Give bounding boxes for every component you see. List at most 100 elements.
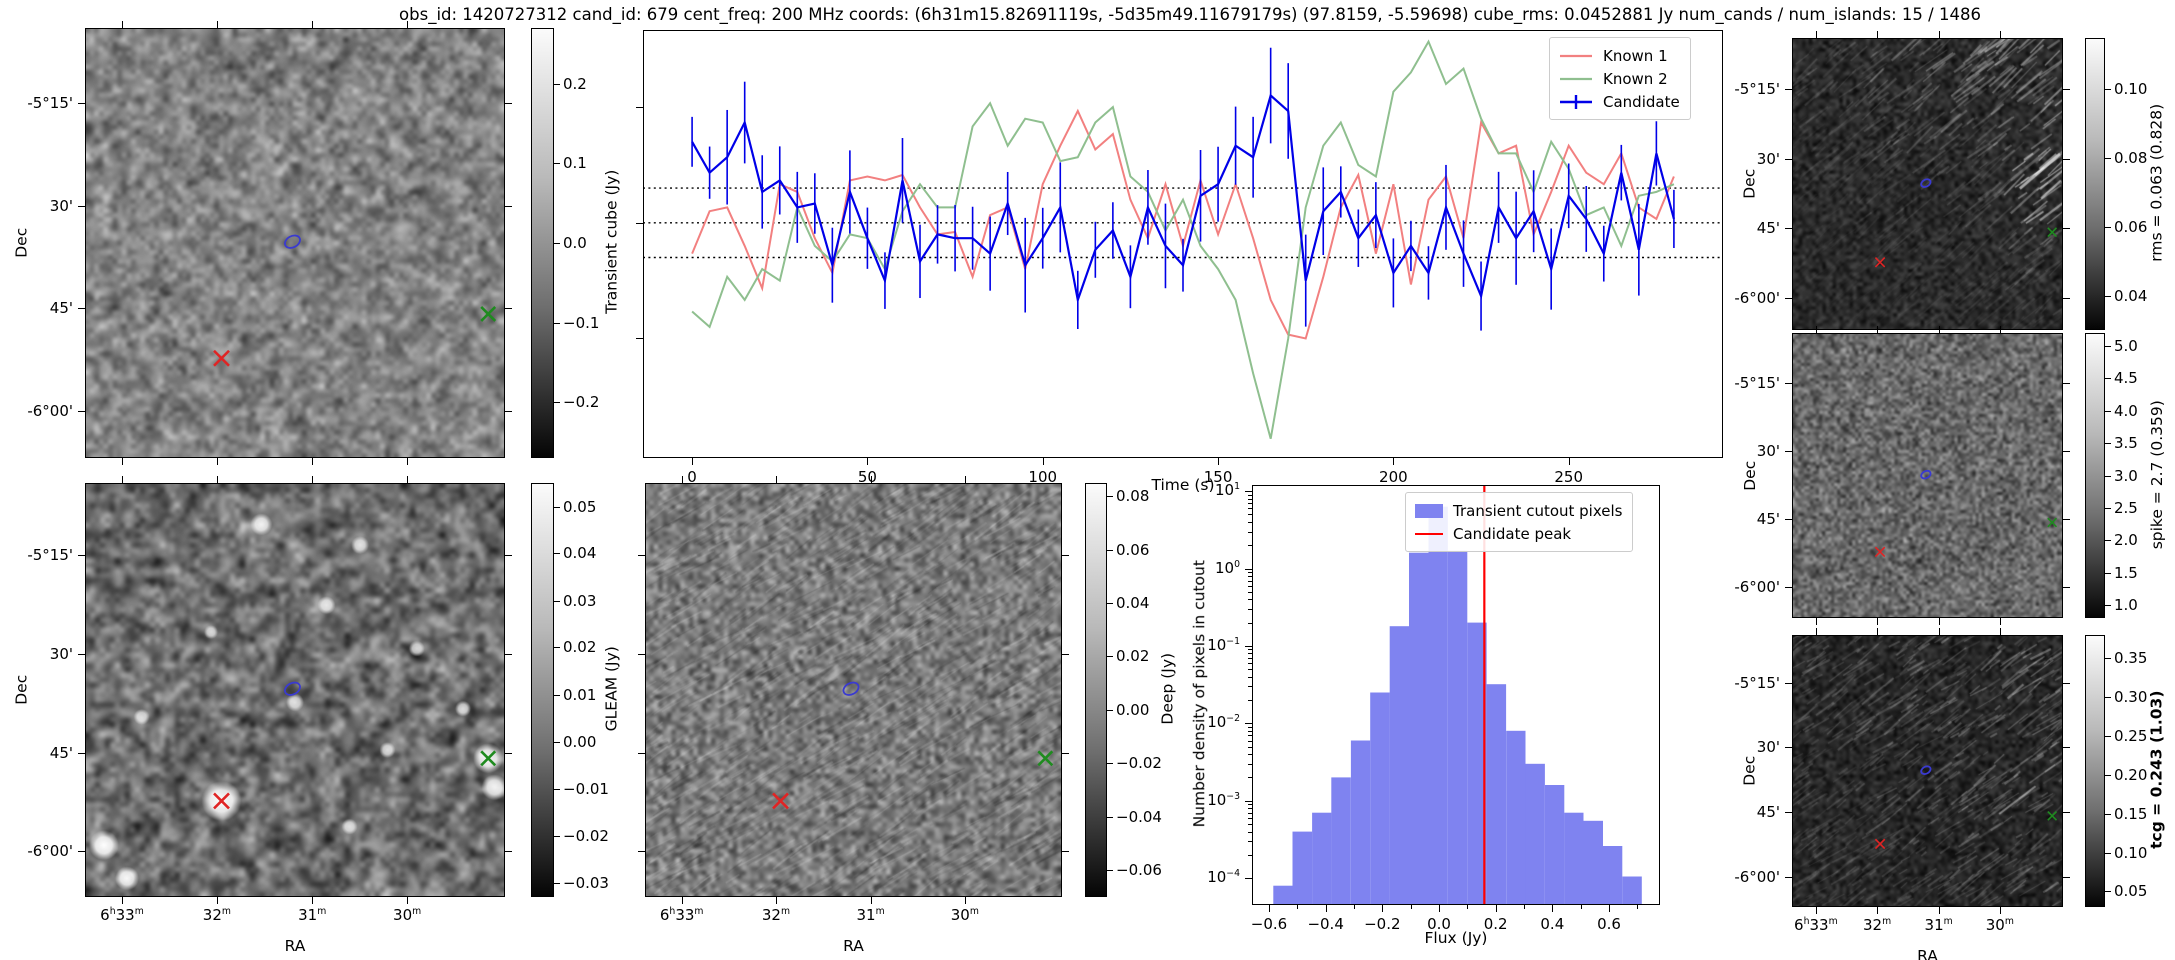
legend-row-candidate: Candidate <box>1559 90 1680 113</box>
hist-x-ticklabel: −0.6 <box>1250 915 1288 933</box>
transient_cube-cb-tick <box>554 402 560 404</box>
hist-y-minortick <box>1248 763 1252 765</box>
spike-cb-ticklabel: 4.0 <box>2114 401 2138 420</box>
tcg-ra-tick-b <box>1877 907 1879 914</box>
legend-patch-swatch <box>1415 503 1443 518</box>
hist-y-minortick <box>1248 746 1252 748</box>
hist-y-minortick <box>1248 609 1252 610</box>
hist-x-minortick <box>1637 905 1639 909</box>
rms-colorbar <box>2085 38 2105 330</box>
tcg-dec-tick-r <box>2063 877 2070 879</box>
hist-y-minortick <box>1248 657 1252 659</box>
tcg-colorbar <box>2085 635 2105 907</box>
transient_cube-dec-tick-r <box>505 308 512 310</box>
gleam-cb-tick <box>554 694 560 696</box>
transient_cube-dec-tick-l <box>78 103 85 105</box>
hist-x-tick <box>1325 905 1327 912</box>
gleam-ra-ticklabel: 31m <box>298 906 327 924</box>
deep-cb-ticklabel: 0.04 <box>1116 594 1150 613</box>
deep-cb-tick <box>1107 603 1113 605</box>
rms-cb-ticklabel: 0.04 <box>2114 286 2148 305</box>
gleam-colorbar <box>531 483 554 897</box>
gleam-dec-tick-r <box>505 555 512 557</box>
spike-cb-ticklabel: 4.5 <box>2114 369 2138 388</box>
histogram-xaxis-label: Flux (Jy) <box>1424 929 1488 947</box>
spike-dec-tick-r <box>2063 382 2070 384</box>
tcg-ra-tick-t <box>1938 628 1940 635</box>
gleam-dec-tick-r <box>505 752 512 754</box>
spike-dec-ticklabel: 45' <box>1756 509 1780 528</box>
gleam-ra-tick-b <box>407 897 409 904</box>
deep-cb-ticklabel: 0.02 <box>1116 647 1150 666</box>
hist-y-tick <box>1245 491 1252 493</box>
tcg-cb-tick <box>2105 658 2111 660</box>
hist-y-minortick <box>1248 576 1252 578</box>
hist-x-tick <box>1552 905 1554 912</box>
tcg-ra-ticklabel: 32m <box>1863 916 1892 934</box>
legend-row-2: Candidate peak <box>1415 522 1622 545</box>
rms-dec-ticklabel: -6°00' <box>1734 288 1780 307</box>
spike-cb-ticklabel: 3.0 <box>2114 466 2138 485</box>
tcg-cb-ticklabel: 0.15 <box>2114 804 2148 823</box>
rms-ra-tick-t <box>1938 31 1940 38</box>
hist-y-minortick <box>1248 649 1252 651</box>
spike-dec-axis-label: Dec <box>1740 460 1759 491</box>
tcg-cb-ticklabel: 0.05 <box>2114 882 2148 901</box>
deep-cb-ticklabel: 0.06 <box>1116 540 1150 559</box>
tcg-cb-ticklabel: 0.25 <box>2114 726 2148 745</box>
hist-y-minortick <box>1248 531 1252 533</box>
rms-cb-label: rms = 0.063 (0.828) <box>2147 103 2166 262</box>
spike-colorbar <box>2085 333 2105 618</box>
transient_cube-ra-tick-b <box>407 458 409 465</box>
hist-y-tick <box>1245 568 1252 570</box>
hist-bar <box>1428 506 1448 905</box>
gleam-cb-tick <box>554 882 560 884</box>
transient_cube-ra-tick-t <box>312 21 314 28</box>
gleam-cb-ticklabel: 0.01 <box>563 685 597 704</box>
deep-dec-tick-r <box>1062 653 1069 655</box>
lc-x-tick <box>1393 458 1395 465</box>
spike-cb-tick <box>2105 604 2111 606</box>
lc-x-ticklabel: 50 <box>857 468 877 486</box>
legend-label-2: Known 2 <box>1603 69 1668 88</box>
tcg-dec-ticklabel: -6°00' <box>1734 868 1780 887</box>
candidate-line <box>691 93 1675 305</box>
hist-y-minortick <box>1248 669 1252 671</box>
deep-cb-tick <box>1107 549 1113 551</box>
transient_cube-cb-ticklabel: 0.1 <box>563 154 587 173</box>
hist-x-ticklabel: 0.0 <box>1427 915 1451 933</box>
hist-y-minortick <box>1248 676 1252 678</box>
hist-bar <box>1350 740 1371 905</box>
gleam-ra-tick-t <box>312 476 314 483</box>
gleam-ra-tick-b <box>216 897 218 904</box>
hist-y-minortick <box>1248 521 1252 523</box>
hist-x-minortick <box>1297 905 1299 909</box>
deep-cb-ticklabel: −0.06 <box>1116 861 1162 880</box>
rms-dec-tick-l <box>1785 89 1792 91</box>
hist-y-minortick <box>1248 700 1252 702</box>
gleam-cb-tick <box>554 647 560 649</box>
deep-cb-tick <box>1107 763 1113 765</box>
deep-ra-tick-b <box>964 897 966 904</box>
gleam-dec-tick-r <box>505 851 512 853</box>
hist-y-minortick <box>1248 754 1252 756</box>
hist-y-minortick <box>1248 653 1252 655</box>
hist-y-minortick <box>1248 572 1252 574</box>
tcg-dec-tick-l <box>1785 812 1792 814</box>
gleam-ra-ticklabel: 30m <box>393 906 422 924</box>
hist-y-minortick <box>1248 599 1252 601</box>
spike-cb-ticklabel: 3.5 <box>2114 434 2138 452</box>
deep-ra-tick-t <box>681 476 683 483</box>
spike-ra-tick-b <box>1938 618 1940 625</box>
tcg-cb-label: tcg = 0.243 (1.03) <box>2147 690 2166 849</box>
tcg-ra-tick-t <box>1999 628 2001 635</box>
hist-y-tick <box>1245 723 1252 725</box>
hist-y-minortick <box>1248 777 1252 779</box>
deep-cb-ticklabel: −0.02 <box>1116 754 1162 773</box>
legend-row-known1: Known 1 <box>1559 44 1680 67</box>
lc-y-tick <box>636 222 643 224</box>
hist-y-tick <box>1245 800 1252 802</box>
transient_cube-cb-ticklabel: −0.2 <box>563 393 600 412</box>
tcg-ra-axis-label: RA <box>1917 947 1938 960</box>
lightcurve-legend: Known 1 Known 2 Candidate <box>1549 37 1691 120</box>
